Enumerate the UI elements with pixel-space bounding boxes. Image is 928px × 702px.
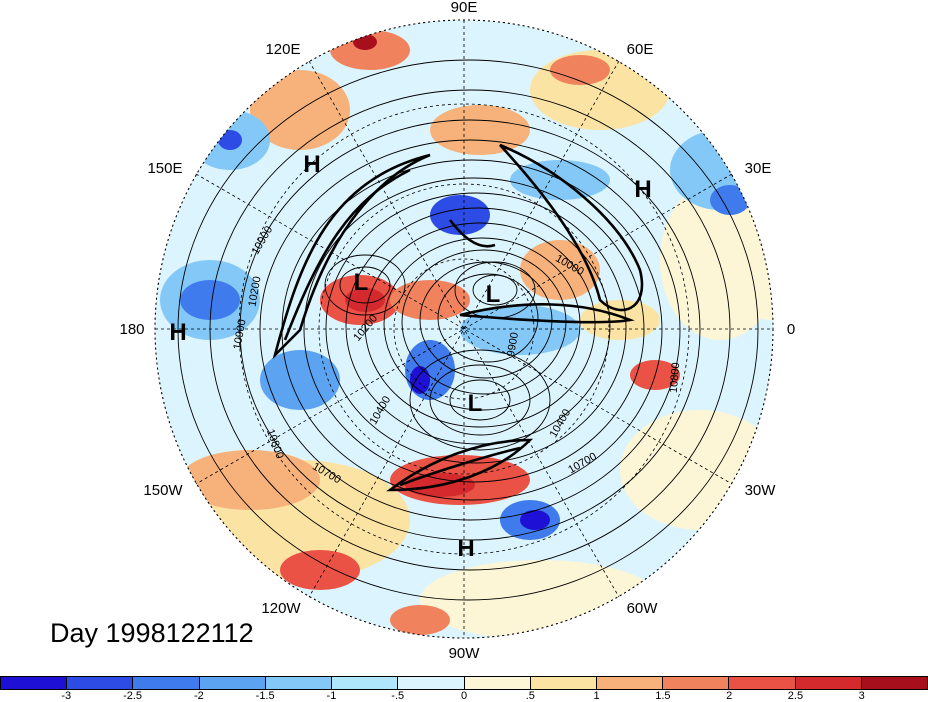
pressure-center-h3: H xyxy=(169,319,186,346)
colorbar-tick-label: 1.5 xyxy=(655,690,671,702)
colorbar-box xyxy=(663,677,730,689)
pressure-center-h1: H xyxy=(303,151,320,178)
lon-label-120e: 120E xyxy=(265,41,300,58)
polar-map: 90E 60E 30E 0 30W 60W 90W 120W 150W 180 … xyxy=(119,0,795,662)
colorbar-box xyxy=(332,677,399,689)
colorbar-tick-label: -3 xyxy=(61,690,72,702)
colorbar-box xyxy=(133,677,200,689)
colorbar-tick-label: -1.5 xyxy=(255,690,275,702)
contour-label: 9900 xyxy=(505,331,521,357)
colorbar-tick-label: .5 xyxy=(525,690,535,702)
lon-label-60w: 60W xyxy=(627,600,659,617)
colorbar-box xyxy=(596,677,664,689)
colorbar-box xyxy=(265,677,333,689)
jet-contours xyxy=(272,143,644,492)
lon-label-150w: 150W xyxy=(143,482,183,499)
colorbar-box xyxy=(795,677,862,689)
colorbar-box xyxy=(464,677,531,689)
colorbar-tick-label: 1 xyxy=(593,690,600,702)
colorbar-box xyxy=(861,677,928,689)
colorbar-box xyxy=(1,677,68,689)
colorbar-tick-label: 2.5 xyxy=(787,690,804,702)
lon-label-180: 180 xyxy=(119,321,144,338)
lon-label-90w: 90W xyxy=(449,645,481,662)
lon-label-120w: 120W xyxy=(261,600,301,617)
colorbar-tick-label: 0 xyxy=(460,690,468,702)
lon-label-30e: 30E xyxy=(745,160,772,177)
colorbar xyxy=(0,676,928,690)
contour-label: 10900 xyxy=(231,318,248,350)
colorbar-box xyxy=(398,677,465,689)
colorbar-box xyxy=(729,677,796,689)
colorbar-box xyxy=(67,677,134,689)
colorbar-tick-label: -.5 xyxy=(391,690,405,702)
pressure-center-h4: H xyxy=(457,535,474,562)
lon-label-90e: 90E xyxy=(451,0,478,16)
date-label: Day 1998122112 xyxy=(50,618,254,648)
lon-label-150e: 150E xyxy=(147,160,182,177)
colorbar-tick-label: -1 xyxy=(326,690,337,702)
lon-label-0: 0 xyxy=(787,321,795,338)
pressure-center-h2: H xyxy=(634,176,651,203)
colorbar-tick-label: 2 xyxy=(726,690,733,702)
pressure-center-l2: L xyxy=(486,281,501,308)
lon-label-30w: 30W xyxy=(745,482,777,499)
lon-label-60e: 60E xyxy=(627,41,654,58)
colorbar-box xyxy=(530,677,597,689)
height-contours xyxy=(177,59,759,601)
pressure-center-l1: L xyxy=(354,269,369,296)
longitude-labels: 90E 60E 30E 0 30W 60W 90W 120W 150W 180 … xyxy=(119,0,795,662)
colorbar-box xyxy=(199,677,266,689)
colorbar-tick-label: -2.5 xyxy=(123,690,143,702)
contour-label: 10800 xyxy=(668,362,683,394)
colorbar-ticks: -3 -2.5 -2 -1.5 -1 -.5 0 .5 1 1.5 2 2.5 3 xyxy=(0,690,928,702)
pressure-centers: H H H L L L H xyxy=(169,151,651,562)
colorbar-tick-label: 3 xyxy=(858,690,865,702)
contour-label: 10200 xyxy=(246,275,263,307)
colorbar-tick-label: -2 xyxy=(193,690,204,702)
pressure-center-l3: L xyxy=(468,390,483,417)
